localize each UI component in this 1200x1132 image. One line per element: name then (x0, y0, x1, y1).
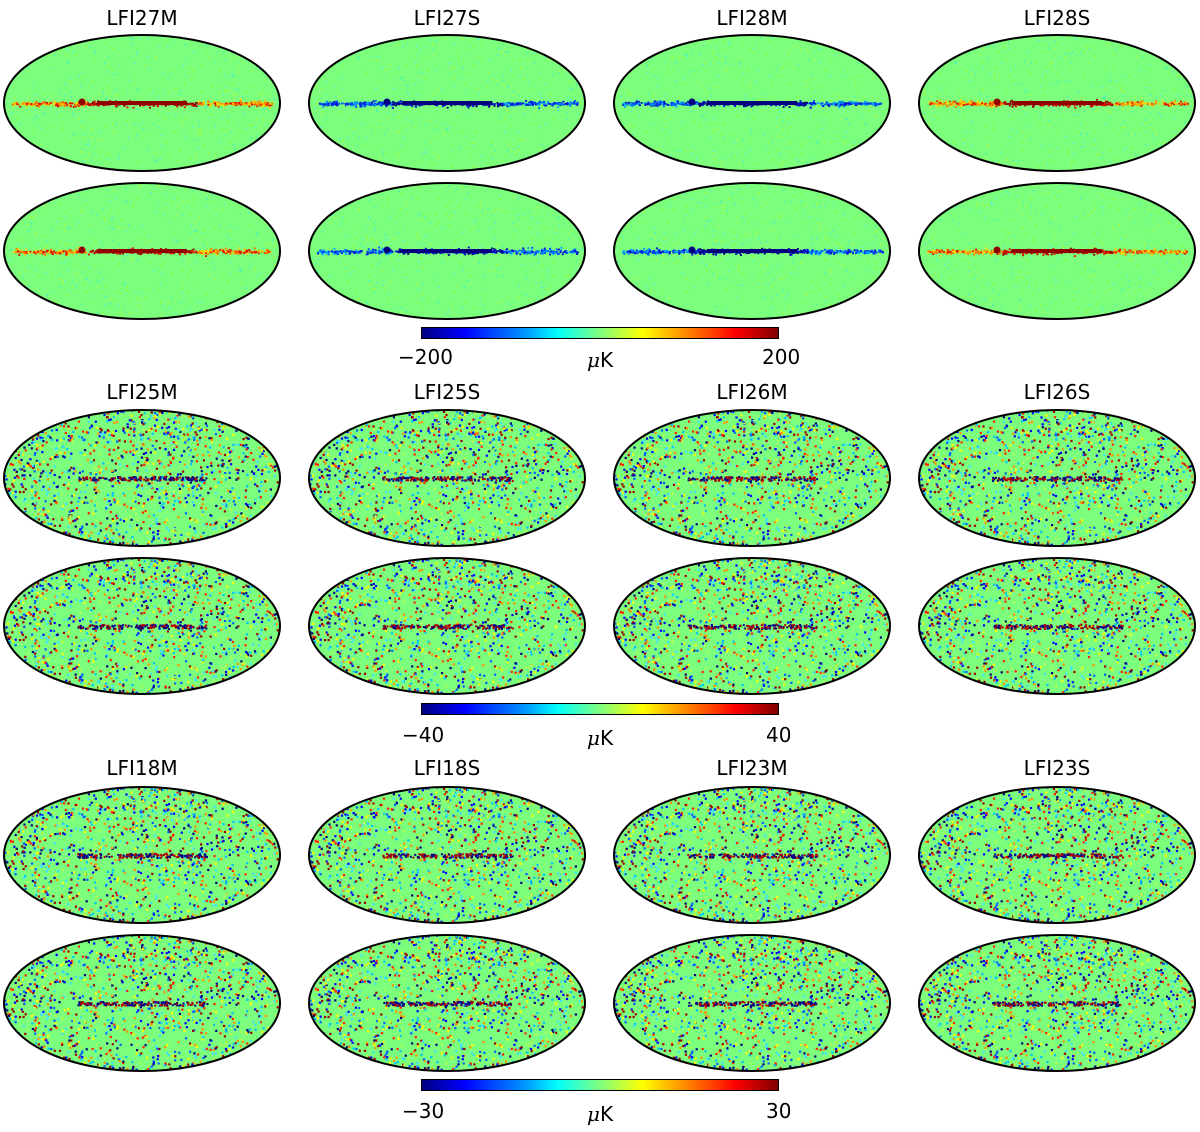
sky-map (307, 933, 587, 1073)
colorbar-max-label: 200 (762, 345, 800, 369)
sky-map (2, 33, 282, 173)
sky-map (2, 785, 282, 925)
colorbar-max-label: 30 (766, 1099, 791, 1123)
colorbar-unit-label: μK (0, 1102, 1200, 1126)
sky-map (612, 408, 892, 548)
sky-map (2, 181, 282, 321)
colorbar (421, 327, 779, 339)
colorbar-min-label: −200 (398, 345, 453, 369)
colorbar (421, 1079, 779, 1091)
sky-map (307, 408, 587, 548)
colorbar (421, 703, 779, 715)
sky-map (917, 556, 1197, 696)
sky-map (307, 33, 587, 173)
map-title-lfi25s: LFI25S (357, 380, 537, 404)
sky-map (2, 408, 282, 548)
sky-map (307, 556, 587, 696)
colorbar-min-label: −30 (402, 1099, 444, 1123)
sky-map (307, 181, 587, 321)
map-title-lfi26s: LFI26S (967, 380, 1147, 404)
sky-map (917, 181, 1197, 321)
colorbar-max-label: 40 (766, 723, 791, 747)
colorbar-unit-label: μK (0, 348, 1200, 372)
map-title-lfi18m: LFI18M (52, 756, 232, 780)
sky-map (917, 33, 1197, 173)
map-title-lfi26m: LFI26M (662, 380, 842, 404)
sky-map (612, 181, 892, 321)
map-title-lfi18s: LFI18S (357, 756, 537, 780)
sky-map (612, 556, 892, 696)
sky-map (612, 933, 892, 1073)
colorbar-unit-label: μK (0, 726, 1200, 750)
sky-map (917, 408, 1197, 548)
sky-map (917, 785, 1197, 925)
map-title-lfi25m: LFI25M (52, 380, 232, 404)
sky-map (612, 33, 892, 173)
map-title-lfi28m: LFI28M (662, 6, 842, 30)
colorbar-min-label: −40 (402, 723, 444, 747)
map-title-lfi23s: LFI23S (967, 756, 1147, 780)
sky-map (612, 785, 892, 925)
sky-map (307, 785, 587, 925)
sky-map (2, 933, 282, 1073)
sky-map (2, 556, 282, 696)
map-title-lfi27s: LFI27S (357, 6, 537, 30)
map-title-lfi23m: LFI23M (662, 756, 842, 780)
map-title-lfi27m: LFI27M (52, 6, 232, 30)
map-title-lfi28s: LFI28S (967, 6, 1147, 30)
sky-map (917, 933, 1197, 1073)
